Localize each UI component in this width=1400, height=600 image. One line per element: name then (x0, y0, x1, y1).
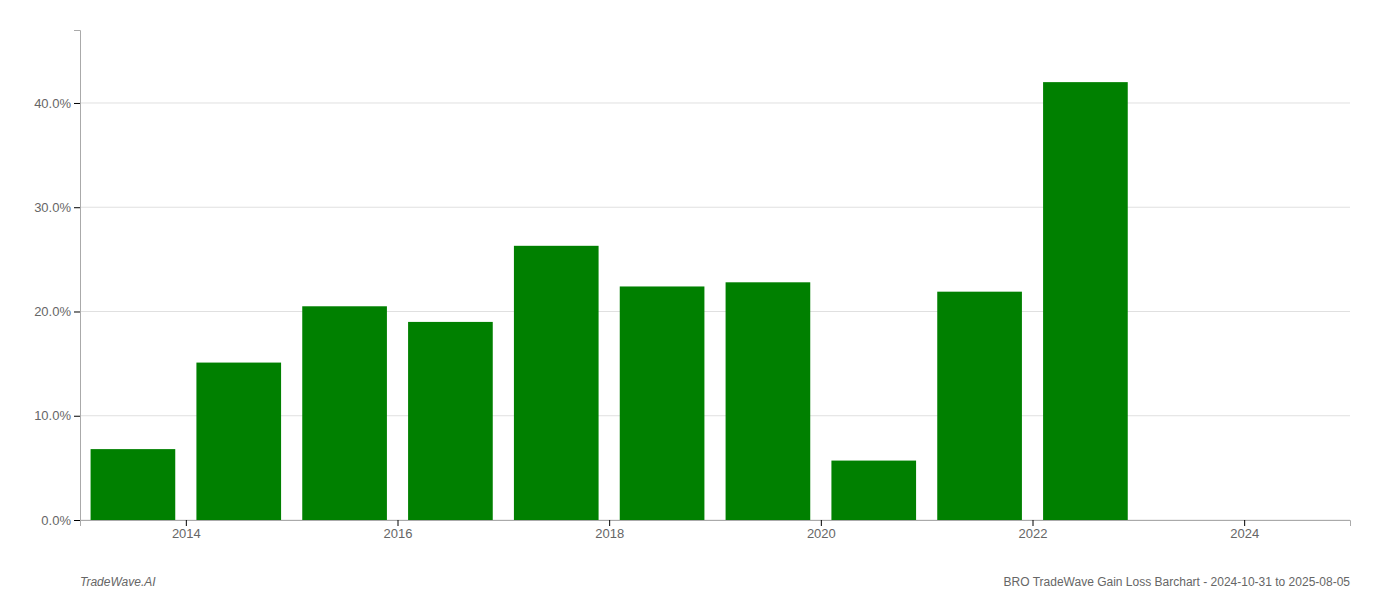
grid (80, 103, 1350, 520)
y-axis: 0.0% 10.0% 20.0% 30.0% 40.0% (34, 31, 80, 528)
y-axis-line (74, 31, 81, 521)
y-tick-mark (74, 207, 80, 208)
footer-right: BRO TradeWave Gain Loss Barchart - 2024-… (1004, 575, 1351, 589)
grid-line (80, 311, 1350, 312)
y-tick-mark (74, 416, 80, 417)
x-tick: 2014 (172, 520, 201, 541)
y-tick-label: 10.0% (34, 408, 71, 423)
x-axis-line (81, 521, 1351, 527)
bars (91, 82, 1128, 520)
bar (91, 449, 176, 520)
x-tick-mark (398, 520, 399, 526)
bar (620, 286, 705, 520)
bar (408, 322, 493, 520)
bar (726, 282, 811, 520)
y-tick-label: 20.0% (34, 304, 71, 319)
y-tick: 30.0% (34, 200, 80, 215)
bar (1043, 82, 1128, 520)
x-tick-mark (186, 520, 187, 526)
bar (196, 363, 281, 520)
y-tick-mark (74, 311, 80, 312)
y-tick-label: 40.0% (34, 96, 71, 111)
x-tick-mark (1033, 520, 1034, 526)
y-tick: 40.0% (34, 96, 80, 111)
y-tick: 20.0% (34, 304, 80, 319)
grid-line (80, 207, 1350, 208)
bar (831, 461, 916, 520)
x-tick-label: 2024 (1230, 526, 1259, 541)
x-tick-label: 2022 (1019, 526, 1048, 541)
bar (514, 246, 599, 520)
x-axis: 2014 2016 2018 2020 2022 2024 (81, 520, 1351, 541)
x-tick: 2020 (807, 520, 836, 541)
x-tick-label: 2018 (595, 526, 624, 541)
y-tick-mark (74, 103, 80, 104)
bar (302, 306, 387, 520)
x-tick-label: 2014 (172, 526, 201, 541)
x-tick: 2022 (1019, 520, 1048, 541)
footer-left: TradeWave.AI (80, 575, 156, 589)
y-tick-label: 30.0% (34, 200, 71, 215)
x-tick-label: 2020 (807, 526, 836, 541)
chart: 2014 2016 2018 2020 2022 2024 0.0% 10.0% 20.0% 30… (0, 0, 1400, 600)
y-tick-label: 0.0% (41, 513, 71, 528)
x-tick: 2024 (1230, 520, 1259, 541)
x-tick-mark (609, 520, 610, 526)
x-tick-mark (821, 520, 822, 526)
grid-line (80, 102, 1350, 103)
y-tick: 0.0% (41, 513, 80, 528)
x-tick: 2016 (384, 520, 413, 541)
y-tick-mark (74, 520, 80, 521)
y-tick: 10.0% (34, 408, 80, 423)
x-tick: 2018 (595, 520, 624, 541)
x-tick-mark (1244, 520, 1245, 526)
x-tick-label: 2016 (384, 526, 413, 541)
bar (937, 292, 1022, 520)
